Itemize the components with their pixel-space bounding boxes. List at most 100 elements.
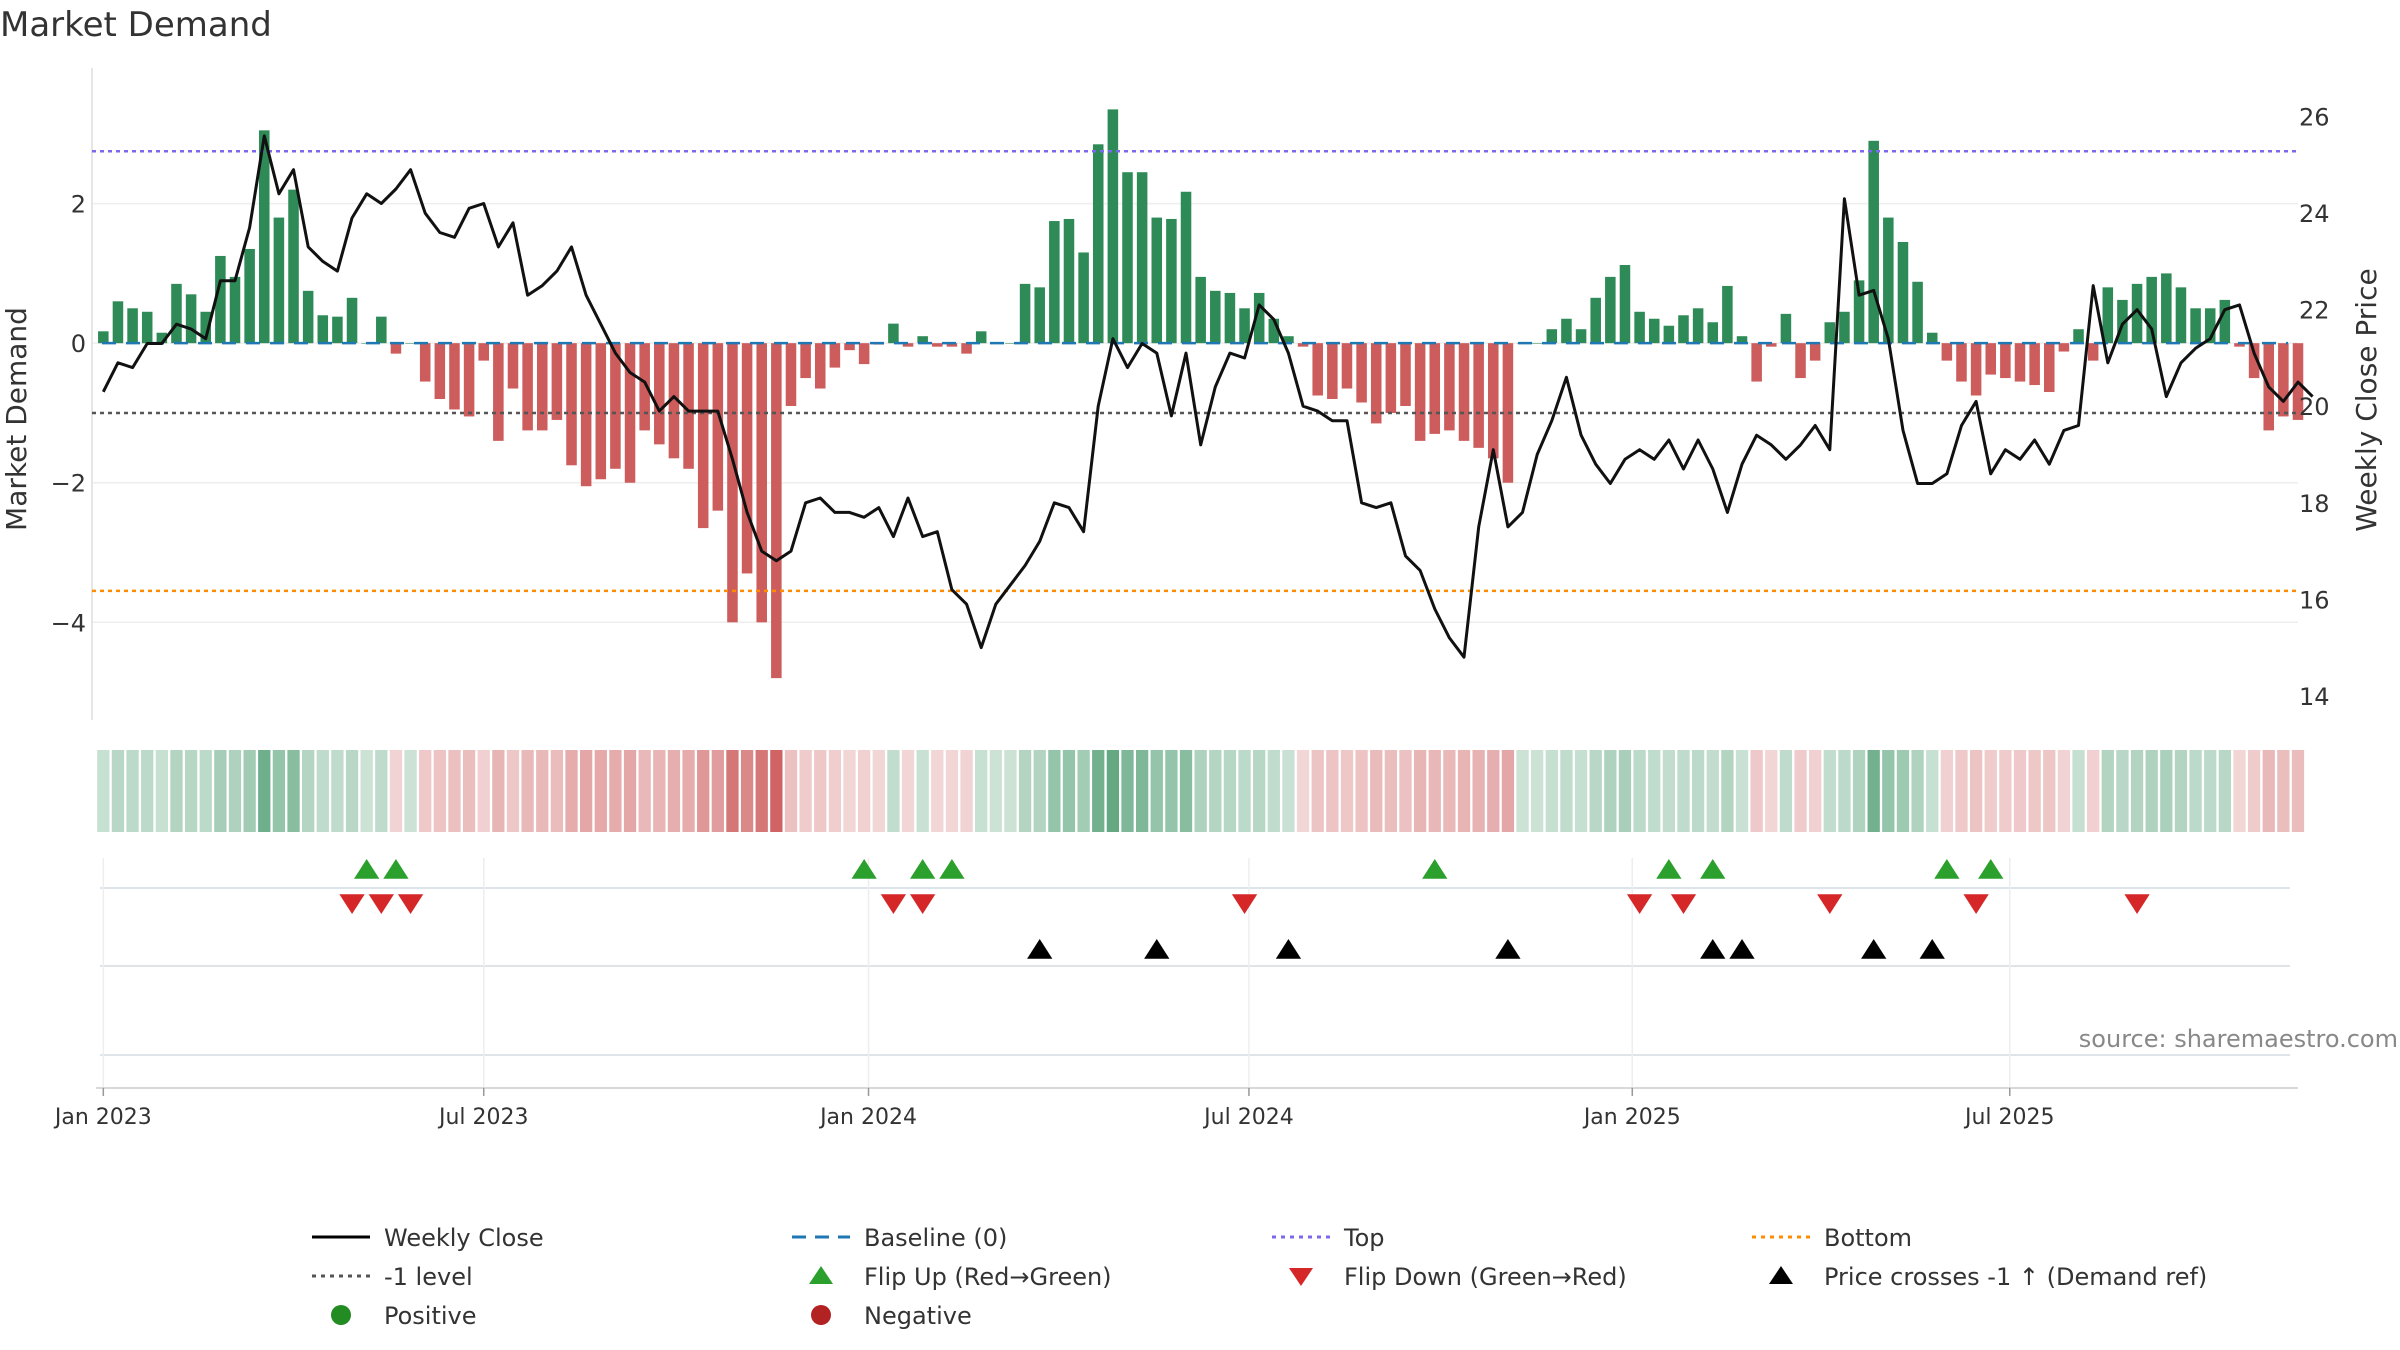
demand-bar xyxy=(946,343,958,347)
heat-cell xyxy=(857,750,871,832)
heat-cell xyxy=(272,750,286,832)
reference-lines xyxy=(92,150,2298,593)
heat-cell xyxy=(1457,750,1471,832)
demand-bar xyxy=(2234,343,2245,347)
heat-cell xyxy=(1677,750,1690,832)
demand-bar xyxy=(2058,343,2070,352)
heat-cell xyxy=(1633,750,1646,832)
heat-cell xyxy=(1106,750,1120,832)
legend-swatch-triangle-up xyxy=(809,1266,833,1284)
heat-cell xyxy=(1487,750,1500,832)
heat-cell xyxy=(1413,750,1427,832)
demand-bar xyxy=(2131,283,2143,344)
heat-cell xyxy=(1618,750,1632,832)
demand-bar xyxy=(112,301,124,344)
demand-bar xyxy=(1678,315,1689,344)
heat-cell xyxy=(1209,750,1222,832)
demand-bar xyxy=(771,343,782,679)
legend-label: Top xyxy=(1343,1224,1385,1252)
heat-cell xyxy=(2043,750,2056,832)
legend-label: Weekly Close xyxy=(384,1224,544,1252)
demand-bar xyxy=(1297,343,1309,347)
legend-label: Bottom xyxy=(1824,1224,1912,1252)
price-cross-marker xyxy=(1700,939,1726,959)
heat-cell xyxy=(1194,750,1207,832)
heat-cell xyxy=(887,750,900,832)
heat-cell xyxy=(565,750,578,832)
demand-bar xyxy=(741,343,753,574)
flip-down-marker xyxy=(339,894,365,914)
demand-bar xyxy=(1809,343,1821,361)
demand-bar xyxy=(434,343,446,399)
legend: Weekly Close Baseline (0) Top Bottom -1 leve… xyxy=(312,1224,2207,1330)
y-axis-label-left: Market Demand xyxy=(0,307,33,531)
y-tick-label-left: −4 xyxy=(51,609,86,637)
heat-cell xyxy=(1545,750,1558,832)
heat-cell xyxy=(1092,750,1105,832)
demand-bar xyxy=(888,323,899,344)
price-cross-marker xyxy=(1861,939,1887,959)
legend-label: Positive xyxy=(384,1302,477,1330)
demand-bars xyxy=(98,109,2304,679)
demand-bar xyxy=(317,315,329,344)
y-tick-label-left: −2 xyxy=(51,470,86,498)
demand-bar xyxy=(858,343,870,365)
y-tick-label-right: 20 xyxy=(2299,393,2330,421)
heat-cell xyxy=(1296,750,1310,832)
heat-cell xyxy=(550,750,564,832)
heat-cell xyxy=(141,750,154,832)
demand-bar xyxy=(1766,343,1777,347)
legend-item: Top xyxy=(1272,1224,1385,1252)
heat-cell xyxy=(580,750,593,832)
demand-bar xyxy=(185,294,197,344)
demand-bar xyxy=(1444,343,1455,431)
demand-bar xyxy=(1049,221,1060,344)
demand-bar xyxy=(1619,265,1631,344)
demand-bar xyxy=(1707,322,1719,344)
demand-bar xyxy=(902,343,914,347)
demand-bar xyxy=(1546,329,1558,344)
x-tick-label: Jul 2024 xyxy=(1202,1105,1294,1130)
heat-cell xyxy=(1662,750,1676,832)
demand-bar xyxy=(814,343,826,389)
legend-swatch-dot-marker xyxy=(331,1305,351,1325)
demand-heat-strip xyxy=(97,750,2305,832)
demand-bar xyxy=(961,343,972,354)
demand-bar xyxy=(127,308,138,344)
demand-bar xyxy=(1634,311,1645,344)
legend-item: Baseline (0) xyxy=(792,1224,1007,1252)
y-tick-label-left: 2 xyxy=(71,191,86,219)
flip-down-marker xyxy=(1231,894,1258,914)
demand-bar xyxy=(244,248,255,344)
demand-bar xyxy=(1356,343,1367,403)
demand-bar xyxy=(2248,343,2260,379)
demand-bar xyxy=(1327,343,1338,399)
demand-bar xyxy=(1956,343,1967,382)
demand-bar xyxy=(566,343,577,466)
heat-cell xyxy=(170,750,183,832)
heat-cell xyxy=(1033,750,1046,832)
demand-bar xyxy=(697,343,709,529)
flip-up-marker xyxy=(1934,859,1960,879)
demand-bar xyxy=(346,297,358,344)
demand-bar xyxy=(1385,343,1397,413)
price-cross-marker xyxy=(1919,939,1945,959)
demand-bar xyxy=(1912,281,1923,344)
x-tick-label: Jan 2023 xyxy=(53,1105,152,1130)
source-note: source: sharemaestro.com xyxy=(2079,1025,2398,1053)
heat-cell xyxy=(1984,750,1997,832)
demand-bar xyxy=(141,311,153,344)
heat-cell xyxy=(1253,750,1266,832)
demand-bar xyxy=(1648,318,1660,344)
flip-down-marker xyxy=(880,894,907,914)
heat-cell xyxy=(1018,750,1032,832)
heat-cell xyxy=(97,750,110,832)
demand-bar xyxy=(1692,308,1704,344)
heat-cell xyxy=(1179,750,1193,832)
demand-bar xyxy=(1019,283,1031,344)
demand-bar xyxy=(1092,144,1104,344)
heat-cell xyxy=(1926,750,1939,832)
heat-cell xyxy=(345,750,359,832)
demand-bar xyxy=(200,311,212,344)
legend-item: Positive xyxy=(331,1302,477,1330)
